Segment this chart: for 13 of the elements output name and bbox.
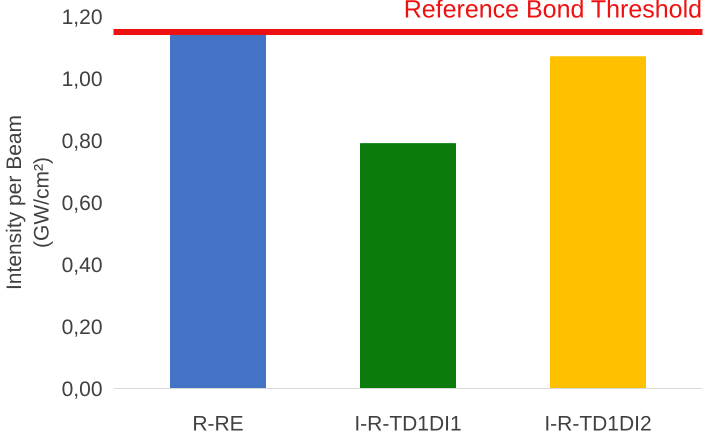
y-tick-label: 0,80 [62, 130, 103, 153]
x-tick-label: R-RE [192, 412, 244, 436]
y-tick-label: 1,00 [62, 68, 103, 91]
y-tick-label: 1,20 [62, 6, 103, 29]
bar [550, 56, 646, 388]
x-tick-label: I-R-TD1DI1 [354, 412, 462, 436]
y-axis-title: Intensity per Beam (GW/cm²) [3, 114, 54, 290]
bar [360, 143, 456, 388]
y-tick-label: 0,20 [62, 316, 103, 339]
x-tick-label: I-R-TD1DI2 [544, 412, 652, 436]
y-tick-label: 0,00 [62, 378, 103, 401]
y-tick-label: 0,40 [62, 254, 103, 277]
y-tick-label: 0,60 [62, 192, 103, 215]
